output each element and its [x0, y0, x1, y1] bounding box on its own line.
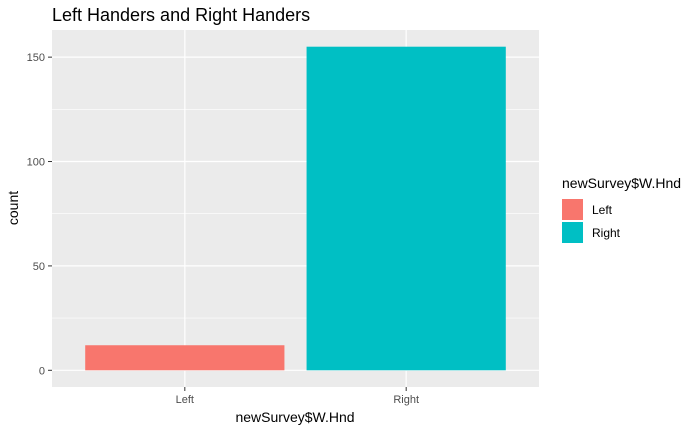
bar-right: [306, 46, 506, 371]
y-tick-label: 100: [27, 157, 45, 169]
legend-items: Left Right: [562, 199, 621, 243]
legend-swatch: [562, 222, 583, 243]
x-tick-label: Left: [176, 394, 194, 406]
x-axis: Left Right: [176, 387, 419, 406]
bars: [85, 46, 506, 371]
x-tick-label: Right: [393, 394, 419, 406]
legend-label: Left: [592, 203, 613, 217]
bar-left: [85, 345, 285, 371]
x-axis-title: newSurvey$W.Hnd: [235, 409, 354, 425]
chart-title: Left Handers and Right Handers: [52, 5, 310, 25]
y-axis: 0 50 100 150: [27, 52, 52, 377]
legend-swatch: [562, 199, 583, 220]
y-axis-title: count: [5, 191, 21, 225]
y-tick-label: 50: [33, 261, 45, 273]
legend: newSurvey$W.Hnd Left Right: [562, 175, 681, 243]
legend-label: Right: [592, 226, 621, 240]
legend-title: newSurvey$W.Hnd: [562, 175, 681, 191]
y-tick-label: 150: [27, 52, 45, 64]
y-tick-label: 0: [39, 365, 45, 377]
